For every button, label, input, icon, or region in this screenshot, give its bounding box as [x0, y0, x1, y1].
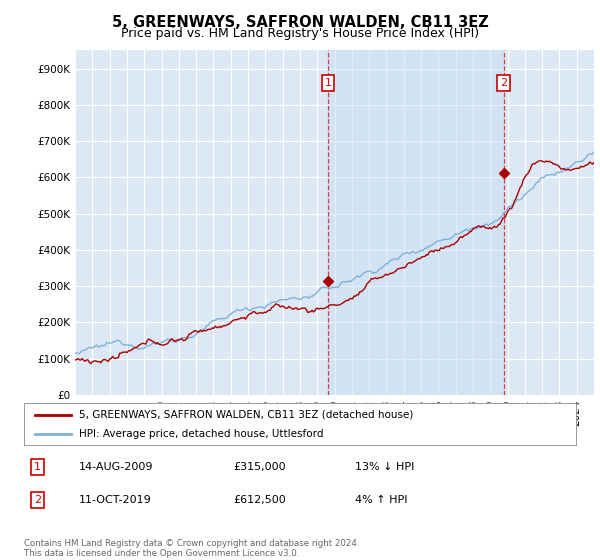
Text: £612,500: £612,500 — [234, 495, 287, 505]
Text: 2: 2 — [34, 495, 41, 505]
Text: 5, GREENWAYS, SAFFRON WALDEN, CB11 3EZ (detached house): 5, GREENWAYS, SAFFRON WALDEN, CB11 3EZ (… — [79, 409, 413, 419]
Text: Price paid vs. HM Land Registry's House Price Index (HPI): Price paid vs. HM Land Registry's House … — [121, 27, 479, 40]
Text: Contains HM Land Registry data © Crown copyright and database right 2024.
This d: Contains HM Land Registry data © Crown c… — [24, 539, 359, 558]
Text: 14-AUG-2009: 14-AUG-2009 — [79, 462, 154, 472]
Text: 1: 1 — [34, 462, 41, 472]
Text: 2: 2 — [500, 78, 507, 88]
Text: 4% ↑ HPI: 4% ↑ HPI — [355, 495, 408, 505]
Text: 13% ↓ HPI: 13% ↓ HPI — [355, 462, 415, 472]
Text: HPI: Average price, detached house, Uttlesford: HPI: Average price, detached house, Uttl… — [79, 429, 324, 439]
Text: £315,000: £315,000 — [234, 462, 286, 472]
Text: 1: 1 — [325, 78, 331, 88]
Text: 5, GREENWAYS, SAFFRON WALDEN, CB11 3EZ: 5, GREENWAYS, SAFFRON WALDEN, CB11 3EZ — [112, 15, 488, 30]
Bar — [328, 50, 503, 395]
Text: 11-OCT-2019: 11-OCT-2019 — [79, 495, 152, 505]
